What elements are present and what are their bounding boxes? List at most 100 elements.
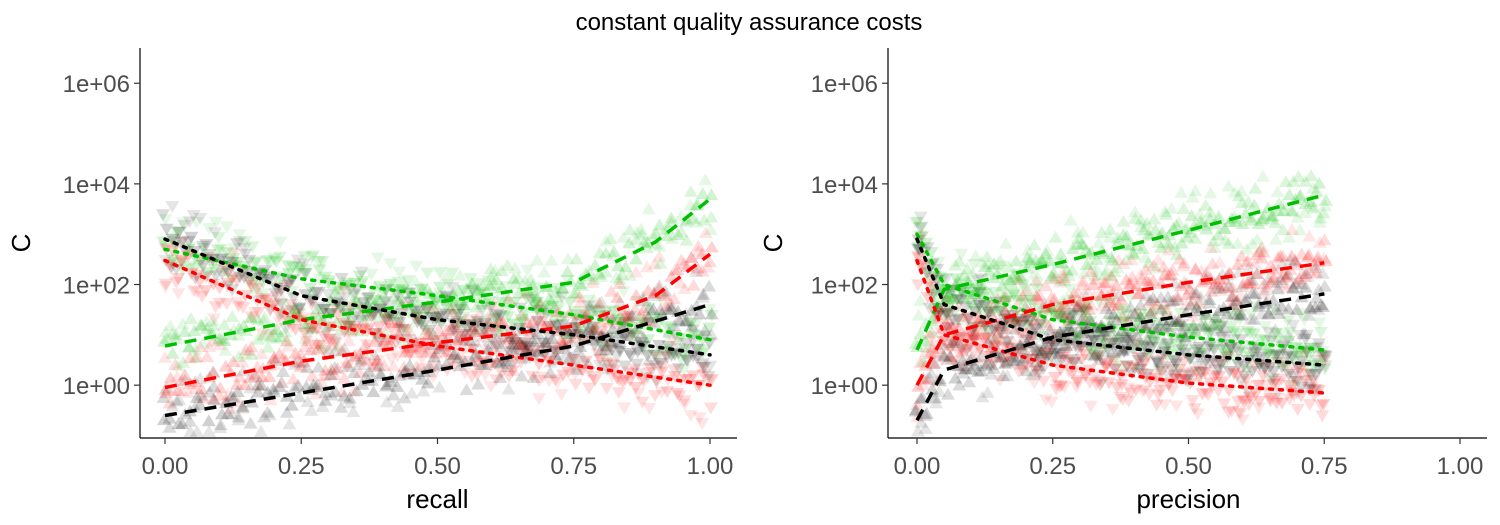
scatter-point xyxy=(927,345,942,358)
scatter-point xyxy=(954,333,969,346)
scatter-point xyxy=(182,340,197,353)
scatter-point xyxy=(250,269,265,282)
scatter-point xyxy=(171,288,186,301)
scatter-point xyxy=(212,331,227,344)
scatter-point xyxy=(1052,306,1067,319)
scatter-point xyxy=(1216,339,1231,352)
scatter-point xyxy=(682,318,697,331)
scatter-point xyxy=(1247,360,1262,373)
scatter-point xyxy=(532,297,547,310)
scatter-point xyxy=(413,317,428,330)
scatter-point xyxy=(1134,312,1149,325)
scatter-point xyxy=(1053,329,1068,342)
scatter-point xyxy=(1207,277,1222,290)
scatter-point xyxy=(1273,249,1288,262)
scatter-point xyxy=(536,342,551,355)
scatter-point xyxy=(205,334,220,347)
scatter-point xyxy=(1218,222,1233,234)
scatter-point xyxy=(1238,374,1253,387)
scatter-point xyxy=(1261,306,1276,319)
scatter-point xyxy=(1150,297,1165,310)
scatter-point xyxy=(1256,370,1271,383)
scatter-point xyxy=(943,306,958,319)
scatter-point xyxy=(232,236,247,249)
scatter-point xyxy=(488,263,503,276)
scatter-point xyxy=(563,335,578,348)
scatter-point xyxy=(1159,207,1174,220)
scatter-point xyxy=(391,315,406,328)
scatter-point xyxy=(1011,350,1026,363)
scatter-point xyxy=(1158,319,1173,332)
scatter-point xyxy=(378,296,393,309)
scatter-point xyxy=(978,358,993,371)
scatter-point xyxy=(646,228,661,241)
scatter-point xyxy=(946,294,961,307)
scatter-point xyxy=(444,305,459,318)
scatter-point xyxy=(347,366,362,378)
scatter-point xyxy=(266,382,281,395)
scatter-point xyxy=(1192,207,1207,220)
scatter-point xyxy=(274,298,289,311)
scatter-point xyxy=(612,277,627,290)
scatter-point xyxy=(966,334,981,347)
scatter-point xyxy=(217,334,232,346)
scatter-point xyxy=(272,251,287,264)
scatter-point xyxy=(494,367,509,380)
scatter-point xyxy=(1209,364,1224,377)
scatter-point xyxy=(977,331,992,344)
scatter-point xyxy=(974,320,989,333)
scatter-point xyxy=(549,319,564,332)
scatter-point xyxy=(977,300,992,313)
scatter-point xyxy=(1149,372,1164,385)
scatter-point xyxy=(1265,373,1280,386)
scatter-point xyxy=(1083,265,1098,277)
scatter-point xyxy=(158,278,173,291)
scatter-point xyxy=(340,361,355,374)
scatter-point xyxy=(425,371,440,384)
scatter-point xyxy=(961,360,976,373)
scatter-point xyxy=(1234,249,1249,262)
scatter-point xyxy=(913,222,928,235)
scatter-point xyxy=(1003,321,1018,334)
scatter-point xyxy=(501,382,516,395)
right-fit-lines xyxy=(915,193,1327,422)
scatter-point xyxy=(629,252,644,265)
scatter-point xyxy=(913,355,928,368)
scatter-point xyxy=(649,226,664,239)
scatter-point xyxy=(379,313,394,326)
scatter-point xyxy=(1294,347,1309,360)
scatter-point xyxy=(1297,269,1312,282)
scatter-point xyxy=(914,221,929,234)
scatter-point xyxy=(679,337,694,350)
scatter-point xyxy=(1279,351,1294,364)
scatter-point xyxy=(311,340,326,352)
scatter-point xyxy=(625,328,640,341)
scatter-point xyxy=(1110,236,1125,249)
scatter-point xyxy=(250,283,265,296)
scatter-point xyxy=(373,336,388,349)
scatter-point xyxy=(609,271,624,283)
scatter-point xyxy=(182,351,197,364)
scatter-point xyxy=(196,391,211,404)
scatter-point xyxy=(574,335,589,348)
scatter-point xyxy=(1092,295,1107,308)
scatter-point xyxy=(1130,304,1145,317)
scatter-point xyxy=(1160,323,1175,336)
scatter-point xyxy=(588,258,603,271)
scatter-point xyxy=(972,303,987,316)
scatter-point xyxy=(1149,357,1164,370)
scatter-point xyxy=(171,383,186,396)
scatter-point xyxy=(260,405,275,418)
scatter-point xyxy=(1044,269,1059,282)
scatter-point xyxy=(1134,368,1149,380)
scatter-point xyxy=(1073,295,1088,308)
scatter-point xyxy=(1071,300,1086,313)
scatter-point xyxy=(1282,393,1297,406)
scatter-point xyxy=(1097,276,1112,289)
scatter-point xyxy=(671,363,686,376)
scatter-point xyxy=(206,366,221,379)
scatter-point xyxy=(586,323,601,336)
scatter-point xyxy=(1201,389,1216,402)
scatter-point xyxy=(453,348,468,361)
scatter-point xyxy=(255,370,270,383)
